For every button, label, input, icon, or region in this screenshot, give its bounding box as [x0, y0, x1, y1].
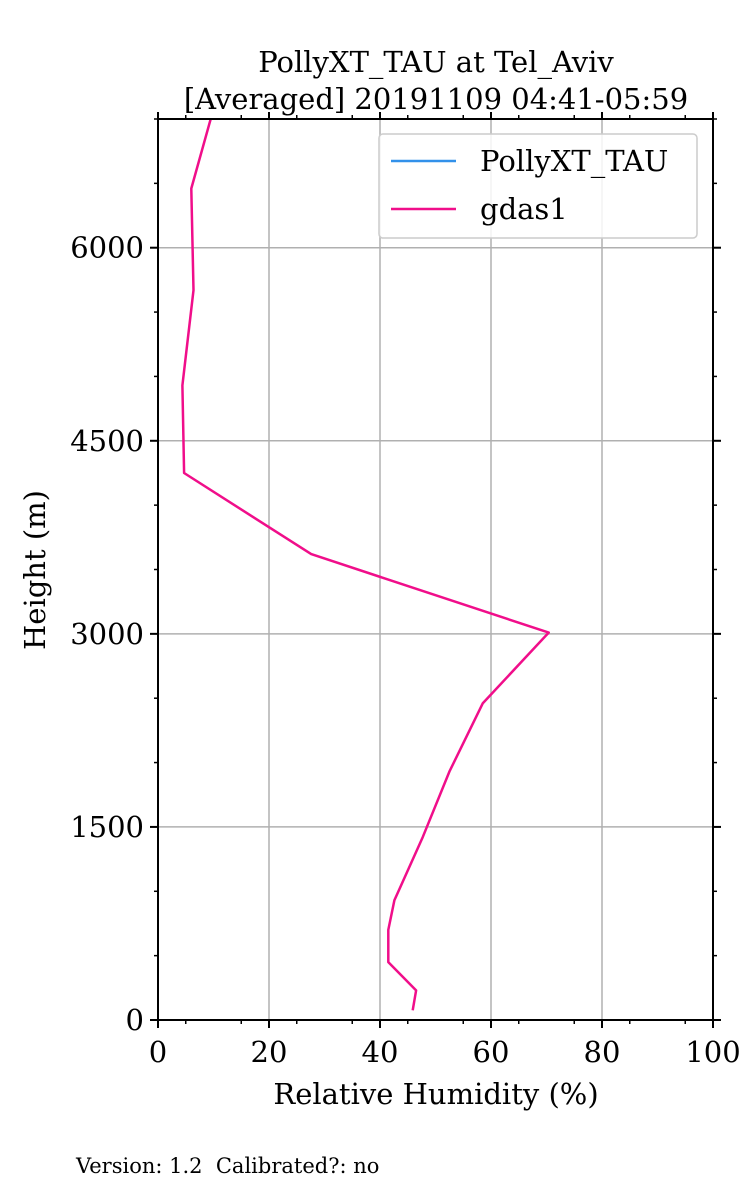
grid	[158, 119, 713, 1020]
x-tick-label: 100	[685, 1035, 740, 1069]
x-tick-label: 0	[149, 1035, 167, 1069]
legend: PollyXT_TAU gdas1	[378, 133, 698, 239]
chart-title-line-2: [Averaged] 20191109 04:41-05:59	[184, 82, 688, 116]
y-tick-label: 1500	[70, 810, 144, 844]
y-tick-label: 4500	[70, 424, 144, 458]
legend-box	[378, 133, 698, 239]
plot-frame	[157, 118, 714, 1021]
series-line-gdas1	[181, 118, 550, 1011]
legend-label-gdas1: gdas1	[480, 192, 568, 226]
axis-ticks: 0 20 40 60 80 100 0 1500 3000 4500 6000	[70, 112, 741, 1069]
y-tick-label: 6000	[70, 231, 144, 265]
y-axis-label: Height (m)	[18, 490, 52, 650]
x-tick-label: 20	[251, 1035, 288, 1069]
x-tick-label: 40	[362, 1035, 399, 1069]
y-tick-label: 0	[126, 1003, 144, 1037]
legend-label-pollyxt-tau: PollyXT_TAU	[480, 144, 668, 179]
x-tick-label: 80	[584, 1035, 621, 1069]
chart: PollyXT_TAU at Tel_Aviv [Averaged] 20191…	[18, 45, 741, 1111]
y-tick-label: 3000	[70, 617, 144, 651]
x-axis-label: Relative Humidity (%)	[273, 1077, 598, 1111]
chart-title-line-1: PollyXT_TAU at Tel_Aviv	[258, 45, 614, 80]
version-footer: Version: 1.2 Calibrated?: no	[76, 1154, 380, 1178]
x-tick-label: 60	[473, 1035, 510, 1069]
series-group	[181, 118, 550, 1011]
